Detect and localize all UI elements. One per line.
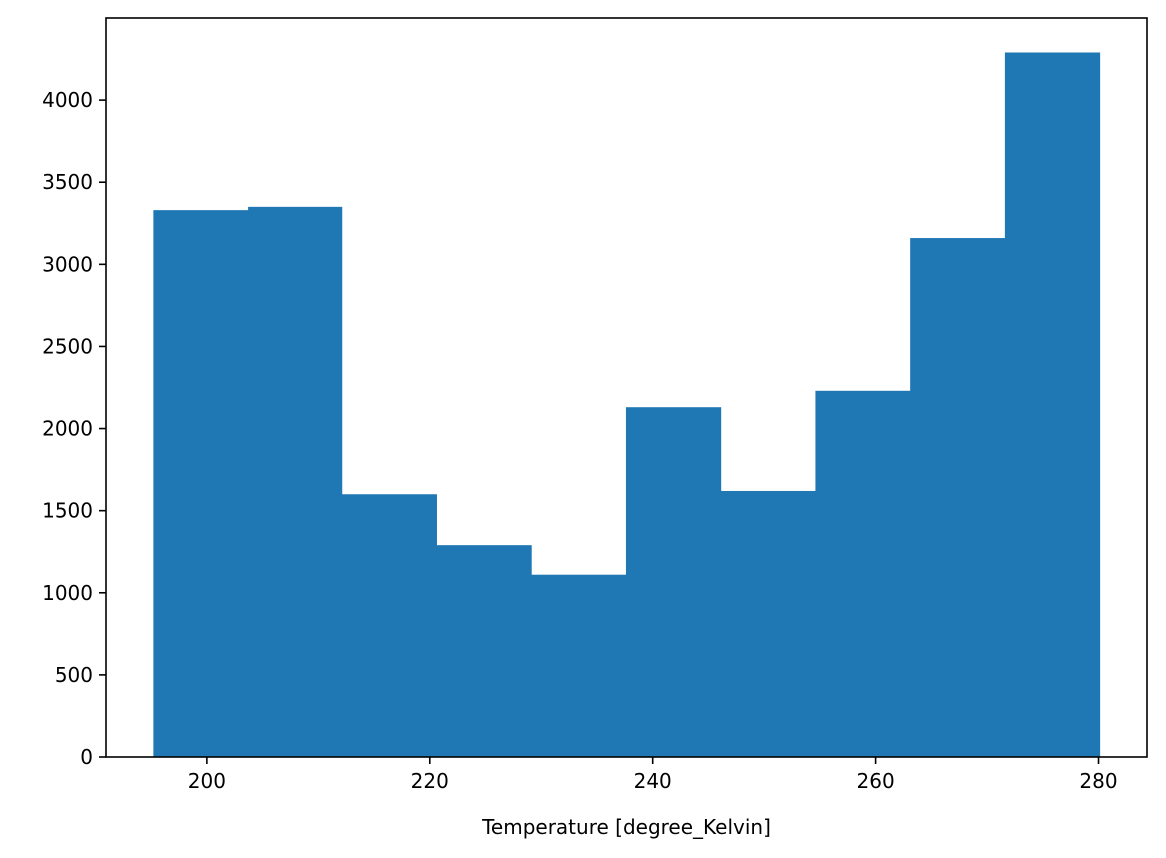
x-tick-label: 260 (857, 769, 895, 793)
y-tick-label: 2500 (42, 334, 93, 358)
y-tick-label: 3000 (42, 252, 93, 276)
x-tick-label: 280 (1079, 769, 1117, 793)
histogram-bar-10 (1004, 52, 1101, 757)
y-tick-label: 3500 (42, 170, 93, 194)
x-tick-label: 200 (188, 769, 226, 793)
x-tick-label: 240 (634, 769, 672, 793)
plot-frame (105, 17, 1148, 758)
y-tick-label: 500 (55, 663, 93, 687)
y-axis-ticks: 0 500 1000 1500 2000 2500 3000 3500 4000 (42, 88, 106, 769)
x-axis-label: Temperature [degree_Kelvin] (481, 815, 771, 839)
y-tick-label: 1500 (42, 499, 93, 523)
histogram-bar-7 (720, 490, 816, 757)
histogram-bar-4 (436, 545, 532, 757)
y-tick-label: 2000 (42, 417, 93, 441)
histogram-bar-5 (531, 574, 627, 757)
x-axis-ticks: 200 220 240 260 280 (188, 757, 1118, 793)
histogram-bar-1 (153, 210, 249, 757)
y-tick-label: 1000 (42, 581, 93, 605)
y-tick-label: 0 (80, 745, 93, 769)
histogram-bar-3 (341, 494, 437, 757)
histogram-bar-6 (625, 407, 722, 757)
y-tick-label: 4000 (42, 88, 93, 112)
histogram-bars (153, 52, 1101, 757)
histogram-bar-8 (815, 390, 911, 757)
histogram-bar-2 (248, 206, 343, 757)
histogram-bar-9 (910, 238, 1006, 757)
x-tick-label: 220 (411, 769, 449, 793)
